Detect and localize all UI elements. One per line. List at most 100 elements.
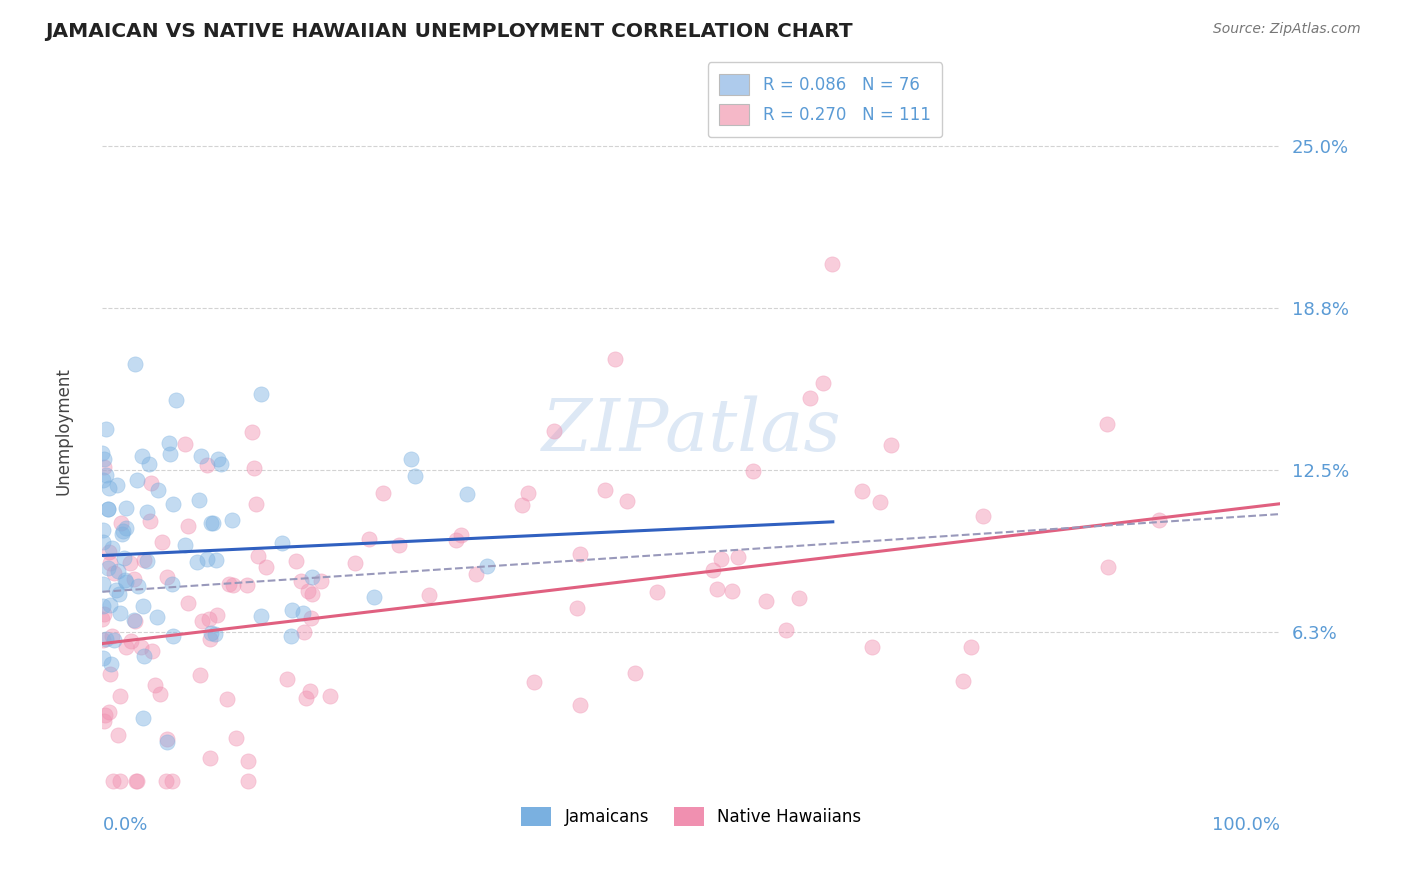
Point <box>603 351 626 366</box>
Point <box>124 614 146 628</box>
Point <box>108 773 131 788</box>
Point <box>110 516 132 530</box>
Point <box>131 599 153 613</box>
Point <box>972 508 994 523</box>
Point <box>186 555 208 569</box>
Point <box>813 376 835 390</box>
Point <box>132 711 155 725</box>
Point <box>97 502 120 516</box>
Point <box>93 460 115 475</box>
Point <box>399 451 422 466</box>
Point <box>1097 417 1119 431</box>
Text: JAMAICAN VS NATIVE HAWAIIAN UNEMPLOYMENT CORRELATION CHART: JAMAICAN VS NATIVE HAWAIIAN UNEMPLOYMENT… <box>45 22 852 41</box>
Point <box>98 666 121 681</box>
Point <box>444 533 467 547</box>
Point <box>710 552 733 566</box>
Point <box>721 583 744 598</box>
Point <box>276 673 298 687</box>
Point <box>799 391 821 405</box>
Point <box>165 393 187 408</box>
Point <box>222 578 245 592</box>
Point <box>115 521 138 535</box>
Point <box>107 727 129 741</box>
Point <box>139 476 162 491</box>
Point <box>301 587 323 601</box>
Point <box>880 437 903 451</box>
Point <box>120 633 142 648</box>
Point <box>869 495 891 509</box>
Point <box>465 567 488 582</box>
Point <box>245 497 267 511</box>
Point <box>108 607 131 621</box>
Point <box>271 536 294 550</box>
Point <box>94 632 117 647</box>
Point <box>125 773 148 788</box>
Point <box>108 690 131 704</box>
Point <box>952 673 974 688</box>
Point <box>96 421 118 435</box>
Point <box>297 584 319 599</box>
Point <box>127 773 149 788</box>
Point <box>195 458 218 473</box>
Text: 0.0%: 0.0% <box>103 815 148 833</box>
Point <box>188 493 211 508</box>
Point <box>568 698 591 713</box>
Point <box>290 574 312 588</box>
Point <box>93 708 115 723</box>
Point <box>221 513 243 527</box>
Point <box>91 599 114 613</box>
Point <box>851 483 873 498</box>
Point <box>127 578 149 592</box>
Point <box>624 666 647 681</box>
Point <box>91 446 114 460</box>
Point <box>136 505 159 519</box>
Point <box>298 683 321 698</box>
Point <box>198 612 221 626</box>
Point <box>127 473 149 487</box>
Point <box>754 594 776 608</box>
Point <box>209 457 232 471</box>
Point <box>543 425 565 439</box>
Point <box>107 564 129 578</box>
Point <box>177 518 200 533</box>
Point <box>107 587 129 601</box>
Point <box>301 570 323 584</box>
Point <box>91 612 114 626</box>
Point <box>91 534 114 549</box>
Point <box>821 257 844 271</box>
Point <box>115 574 138 589</box>
Point <box>388 538 411 552</box>
Point <box>162 629 184 643</box>
Point <box>146 483 169 497</box>
Point <box>191 614 214 628</box>
Point <box>100 556 122 570</box>
Point <box>201 516 224 530</box>
Point <box>94 468 117 483</box>
Point <box>218 576 240 591</box>
Point <box>565 601 588 615</box>
Point <box>101 773 124 788</box>
Point <box>200 516 222 530</box>
Point <box>418 588 440 602</box>
Point <box>960 640 983 654</box>
Point <box>103 566 125 580</box>
Point <box>593 483 616 497</box>
Point <box>204 627 226 641</box>
Point <box>190 450 212 464</box>
Point <box>236 773 259 788</box>
Point <box>204 553 226 567</box>
Point <box>139 514 162 528</box>
Point <box>475 558 498 573</box>
Point <box>645 585 668 599</box>
Point <box>155 773 177 788</box>
Point <box>247 549 270 564</box>
Point <box>207 451 229 466</box>
Text: ZIPatlas: ZIPatlas <box>541 396 841 467</box>
Point <box>114 501 136 516</box>
Point <box>152 535 174 549</box>
Point <box>373 486 395 500</box>
Point <box>742 464 765 478</box>
Point <box>97 502 120 516</box>
Point <box>775 623 797 637</box>
Point <box>789 591 811 606</box>
